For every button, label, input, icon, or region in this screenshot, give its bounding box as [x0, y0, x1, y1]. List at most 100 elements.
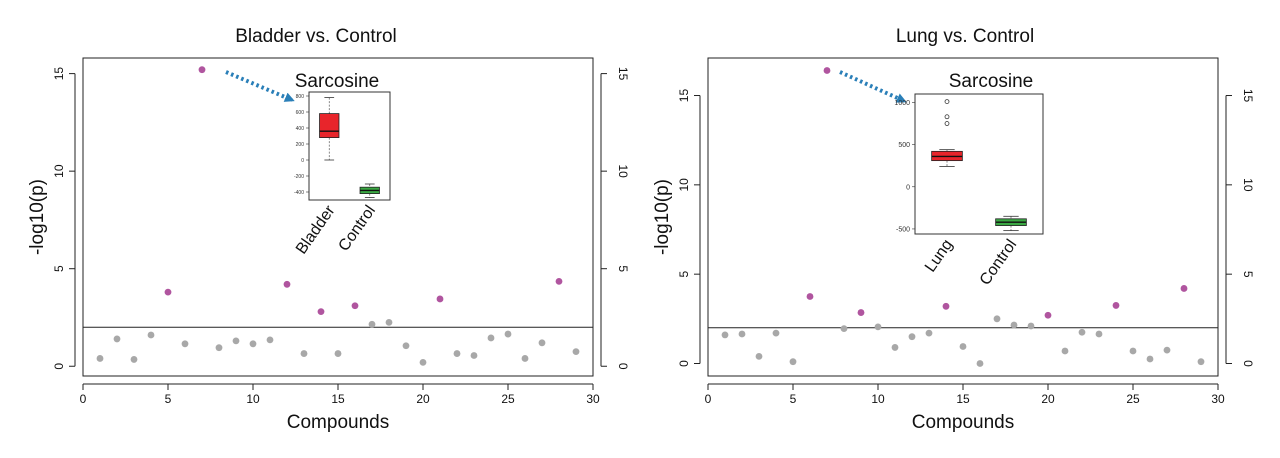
right-y-tick-label: 0 [1241, 360, 1255, 367]
right-y-tick-label: 10 [1241, 178, 1255, 192]
x-tick-label: 30 [1211, 392, 1225, 406]
significant-point [857, 309, 865, 316]
inset-y-tick-label: 400 [296, 126, 305, 132]
data-point [96, 355, 104, 362]
data-point [419, 358, 427, 366]
data-point [976, 360, 984, 367]
inset-y-tick-label: 500 [898, 142, 910, 149]
chart-panel-2: Lung vs. Control 0 5 10 15 20 25 30 Compounds 0 5 1… [652, 26, 1255, 433]
significant-point [317, 308, 325, 316]
data-point [300, 350, 308, 357]
data-point [993, 315, 1001, 323]
data-point [572, 348, 580, 356]
inset-frame [308, 91, 391, 201]
data-point [1095, 330, 1103, 338]
data-point [1027, 322, 1035, 330]
significant-point [164, 288, 172, 296]
inset-y-tick-label: -500 [896, 226, 910, 233]
right-y-tick-label: 0 [616, 363, 630, 370]
data-point [538, 339, 546, 347]
data-point [521, 355, 529, 362]
significant-point [1180, 285, 1188, 292]
x-tick-label: 25 [501, 392, 515, 406]
data-point [470, 352, 478, 359]
data-point [1078, 328, 1086, 336]
data-point [755, 352, 763, 360]
y-tick-label: 15 [52, 67, 66, 81]
inset-y-tick-label: 200 [296, 142, 305, 148]
inset-category-label: Control [977, 237, 1021, 289]
data-point [891, 344, 899, 351]
outlier-point [944, 121, 950, 126]
inset-title: Sarcosine [295, 71, 380, 92]
outlier-point [944, 99, 950, 104]
box-bladder [319, 113, 340, 138]
significant-point [823, 67, 831, 74]
data-point [1129, 347, 1137, 355]
data-point [215, 344, 223, 352]
inset-y-tick-label: 1000 [894, 100, 910, 107]
data-point [721, 331, 729, 339]
data-point [385, 318, 393, 326]
x-tick-label: 30 [586, 392, 600, 406]
x-tick-label: 20 [1041, 392, 1055, 406]
y-tick-label: 0 [677, 360, 691, 367]
significant-point [436, 295, 444, 303]
data-point [1197, 358, 1205, 366]
significant-point [942, 302, 950, 310]
x-tick-label: 0 [80, 392, 87, 406]
right-y-tick-label: 10 [616, 164, 630, 178]
data-point [402, 342, 410, 350]
inset-y-tick-label: 0 [906, 184, 910, 191]
data-point [232, 337, 240, 345]
data-point [487, 334, 495, 342]
data-point [181, 340, 189, 348]
data-point [147, 331, 155, 339]
inset-y-tick-label: 800 [296, 94, 305, 100]
inset-y-tick-label: 0 [301, 158, 304, 164]
data-point [789, 358, 797, 366]
inset-category-label: Bladder [293, 202, 339, 257]
y-tick-label: 5 [52, 265, 66, 272]
significant-point [283, 280, 291, 288]
outlier-point [944, 114, 950, 120]
y-axis-label: -log10(p) [652, 179, 673, 255]
right-y-tick-label: 15 [1241, 89, 1255, 103]
data-point [1061, 347, 1069, 355]
x-axis-label: Compounds [287, 412, 389, 433]
significant-point [555, 277, 563, 285]
significant-point [1112, 302, 1120, 309]
inset-title: Sarcosine [949, 71, 1034, 92]
data-point [130, 356, 138, 363]
significant-point [351, 302, 359, 310]
plot-frame [707, 57, 1219, 377]
significant-point [198, 66, 206, 74]
right-y-tick-label: 5 [1241, 271, 1255, 278]
data-point [738, 330, 746, 338]
chart-title: Lung vs. Control [896, 26, 1034, 47]
inset-y-tick-label: -200 [294, 174, 304, 180]
x-tick-label: 10 [871, 392, 885, 406]
significant-point [806, 293, 814, 300]
y-tick-label: 15 [677, 89, 691, 103]
data-point [959, 343, 967, 350]
inset-category-label: Control [336, 203, 380, 255]
callout-arrow [839, 70, 907, 103]
data-point [453, 350, 461, 357]
data-point [266, 336, 274, 344]
x-tick-label: 20 [416, 392, 430, 406]
data-point [840, 325, 848, 333]
chart-title: Bladder vs. Control [235, 26, 397, 47]
callout-arrow [225, 70, 295, 102]
x-tick-label: 0 [705, 392, 712, 406]
y-tick-label: 10 [52, 164, 66, 178]
inset-boxplot: Sarcosine -400 -200 0 200 400 600 800 BladderCon… [293, 71, 391, 257]
data-point [1010, 321, 1018, 329]
data-point [249, 340, 257, 348]
data-point [908, 333, 916, 341]
data-point [1163, 346, 1171, 354]
y-tick-label: 0 [52, 363, 66, 370]
data-point [113, 335, 121, 343]
y-tick-label: 10 [677, 178, 691, 192]
